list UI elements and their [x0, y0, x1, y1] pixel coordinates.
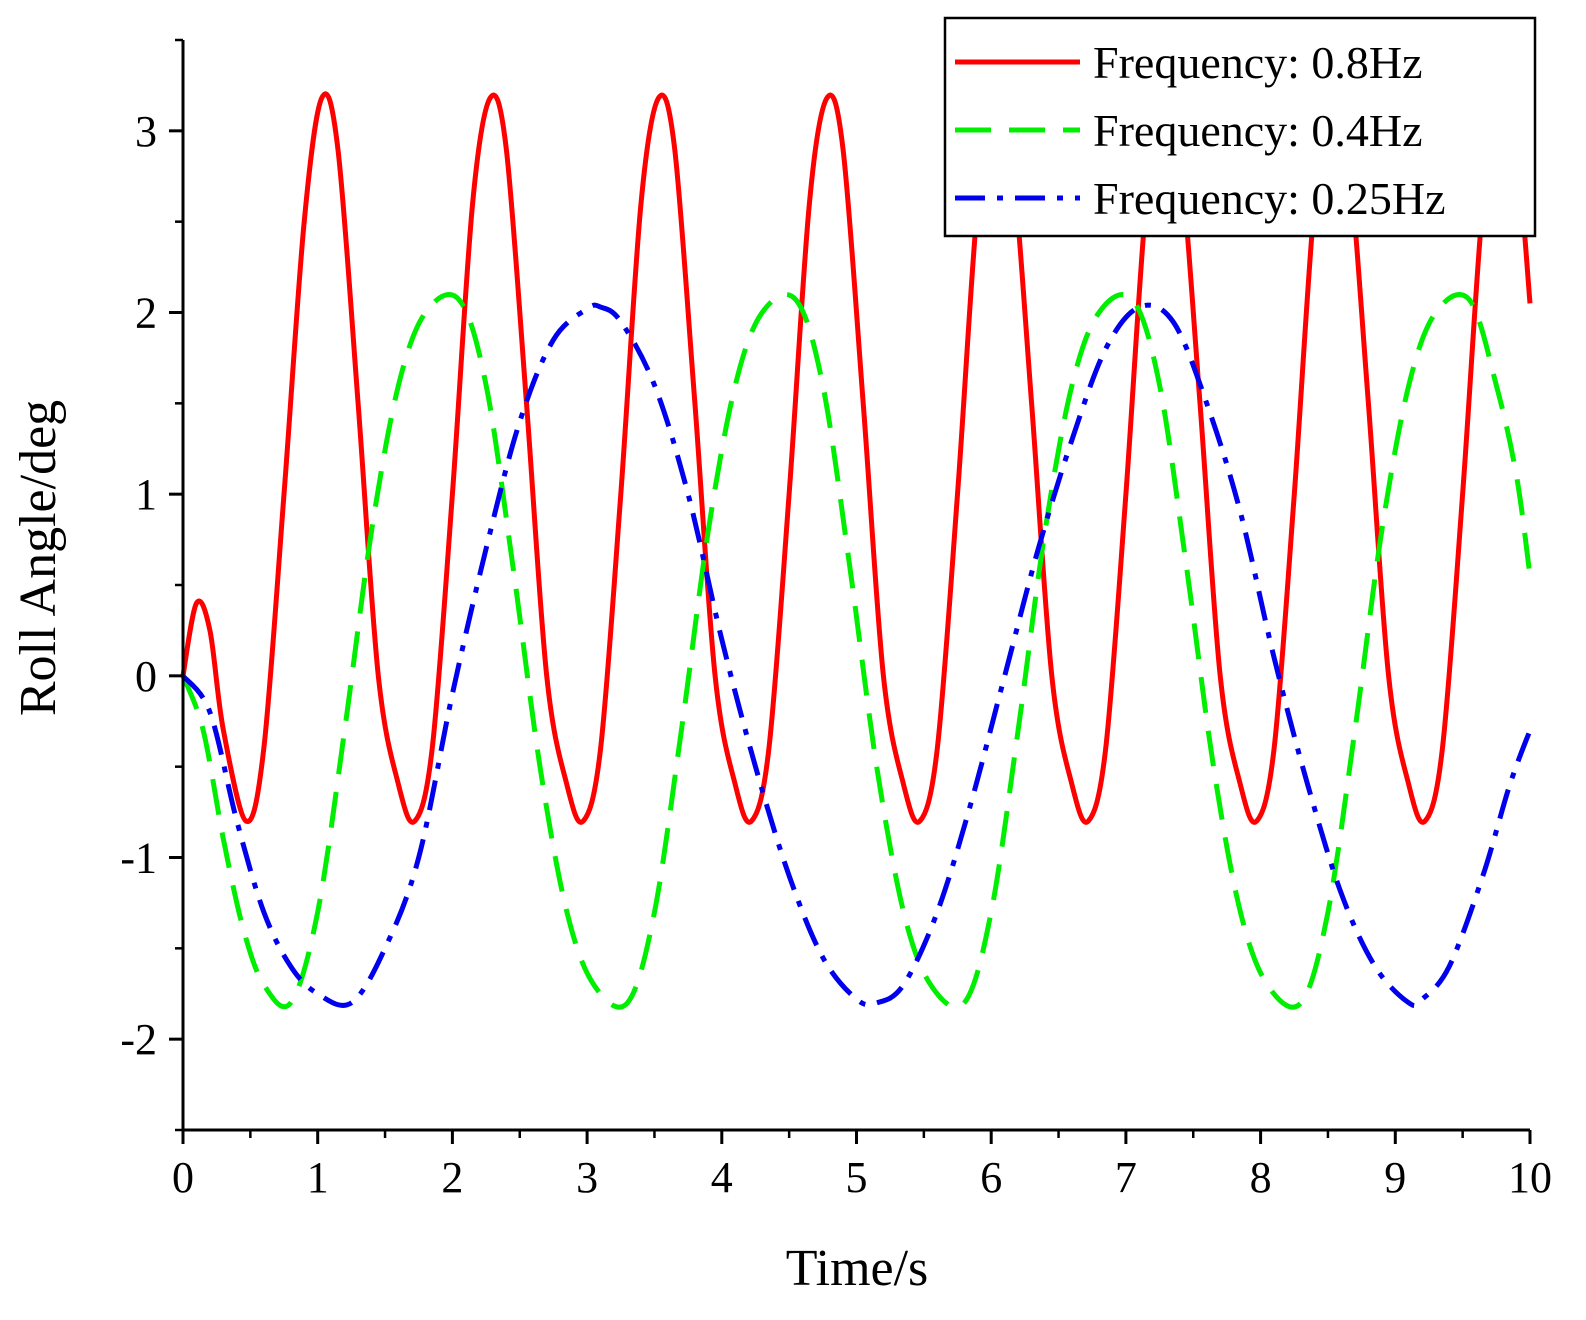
y-tick-label: -2	[120, 1015, 157, 1064]
x-axis-title: Time/s	[786, 1240, 929, 1297]
y-tick-label: 2	[135, 289, 157, 338]
x-tick-label: 7	[1115, 1153, 1137, 1202]
x-tick-label: 2	[441, 1153, 463, 1202]
legend: Frequency: 0.8Hz Frequency: 0.4Hz Frequenc…	[943, 16, 1537, 238]
y-tick-label: 0	[135, 652, 157, 701]
legend-label-3: Frequency: 0.25Hz	[1093, 173, 1446, 224]
x-tick-label: 3	[576, 1153, 598, 1202]
x-tick-label: 6	[980, 1153, 1002, 1202]
x-tick-label: 0	[172, 1153, 194, 1202]
x-tick-label: 8	[1250, 1153, 1272, 1202]
x-tick-label: 1	[307, 1153, 329, 1202]
x-tick-label: 5	[846, 1153, 868, 1202]
series-line-1	[180, 91, 1533, 825]
x-tick-label: 4	[711, 1153, 733, 1202]
y-axis-title: Roll Angle/deg	[10, 400, 67, 716]
series-layer	[180, 91, 1533, 1010]
y-ticks: -2 -1 0 1 2 3	[120, 38, 183, 1132]
x-ticks: 0 1 2 3 4 5 6 7 8 9 10	[172, 1130, 1552, 1202]
y-tick-label: 3	[135, 107, 157, 156]
y-tick-label: -1	[120, 834, 157, 883]
legend-label-1: Frequency: 0.8Hz	[1093, 37, 1423, 88]
x-tick-label: 9	[1384, 1153, 1406, 1202]
legend-label-2: Frequency: 0.4Hz	[1093, 105, 1423, 156]
y-tick-label: 1	[135, 470, 157, 519]
series-line-2	[180, 292, 1533, 1010]
x-tick-label: 10	[1508, 1153, 1552, 1202]
series-line-3	[180, 302, 1533, 1009]
